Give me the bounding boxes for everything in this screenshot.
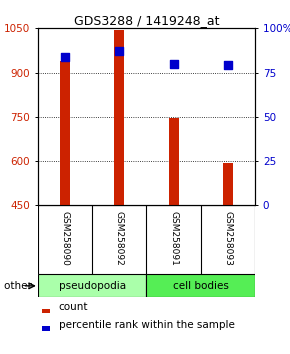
Point bbox=[226, 63, 230, 68]
Bar bbox=[38, 274, 146, 297]
Bar bbox=[223, 162, 233, 205]
Text: other: other bbox=[4, 281, 36, 291]
Bar bbox=[42, 309, 50, 313]
Point bbox=[63, 54, 67, 59]
Text: cell bodies: cell bodies bbox=[173, 281, 229, 291]
Point bbox=[171, 61, 176, 67]
Bar bbox=[42, 326, 50, 331]
Bar bbox=[146, 274, 255, 297]
Text: GSM258092: GSM258092 bbox=[115, 211, 124, 266]
Text: GSM258093: GSM258093 bbox=[224, 211, 233, 266]
Bar bbox=[169, 118, 179, 205]
Text: count: count bbox=[59, 302, 88, 312]
Text: GSM258091: GSM258091 bbox=[169, 211, 178, 266]
Text: GSM258090: GSM258090 bbox=[60, 211, 69, 266]
Text: pseudopodia: pseudopodia bbox=[59, 281, 126, 291]
Bar bbox=[114, 30, 124, 205]
Bar bbox=[60, 61, 70, 205]
Point bbox=[117, 48, 122, 54]
Text: percentile rank within the sample: percentile rank within the sample bbox=[59, 320, 234, 330]
Title: GDS3288 / 1419248_at: GDS3288 / 1419248_at bbox=[74, 14, 219, 27]
